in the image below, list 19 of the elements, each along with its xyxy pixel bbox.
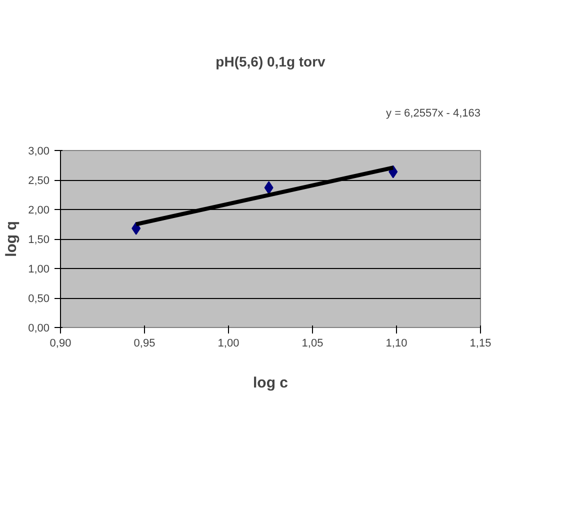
point <box>264 181 274 194</box>
x-tick-label: 0,90 <box>50 338 72 350</box>
x-tick-label: 1,15 <box>470 338 492 350</box>
y-tick-label: 1,50 <box>28 234 50 246</box>
point <box>132 222 141 235</box>
y-tick-label: 2,50 <box>28 175 50 187</box>
text: y = 6,2557x - 4,163 <box>386 108 480 120</box>
x-tick-label: 1,05 <box>302 338 324 350</box>
y-tick-label: 2,00 <box>28 204 50 216</box>
y-tick-label: 1,00 <box>28 264 50 276</box>
y-tick-label: 0,50 <box>28 293 50 305</box>
x-tick-label: 1,10 <box>386 338 408 350</box>
x-tick-label: 1,00 <box>218 338 240 350</box>
y-tick-label: 0,00 <box>28 322 50 334</box>
x-tick-label: 0,95 <box>134 338 156 350</box>
y-tick-label: 3,00 <box>28 146 50 158</box>
chart-title: pH(5,6) 0,1g torv <box>216 54 326 70</box>
y-axis-title: log q <box>3 221 20 257</box>
x-axis-title: log c <box>253 374 288 392</box>
